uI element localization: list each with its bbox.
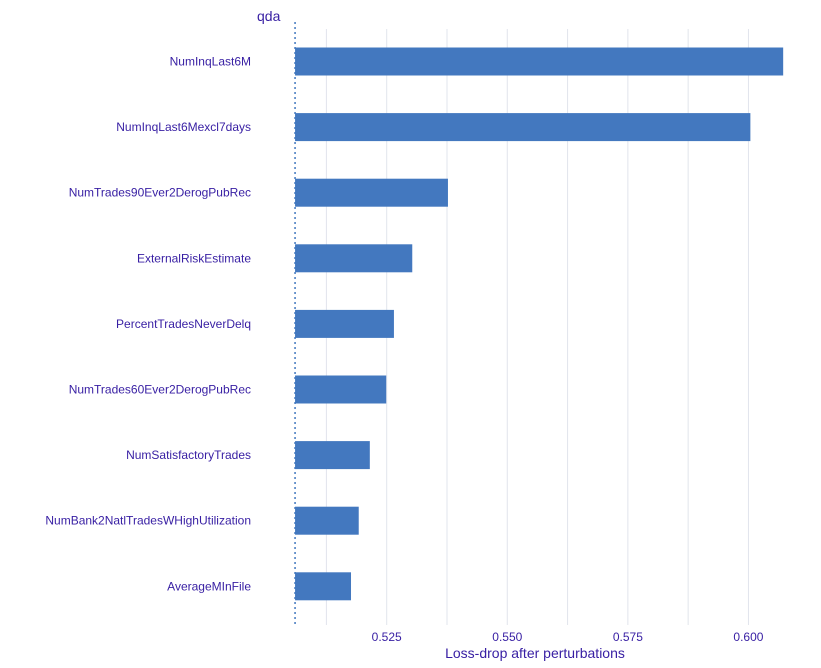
x-tick-label: 0.525 bbox=[372, 630, 402, 644]
bar bbox=[295, 375, 387, 404]
category-label: NumInqLast6M bbox=[170, 55, 251, 69]
category-label: ExternalRiskEstimate bbox=[137, 251, 251, 265]
bar bbox=[295, 309, 394, 338]
bar bbox=[295, 47, 784, 76]
bar bbox=[295, 572, 352, 601]
category-label: NumSatisfactoryTrades bbox=[126, 448, 251, 462]
bar bbox=[295, 506, 359, 535]
category-label: NumTrades90Ever2DerogPubRec bbox=[69, 186, 251, 200]
category-label: NumBank2NatlTradesWHighUtilization bbox=[45, 514, 251, 528]
bar bbox=[295, 244, 413, 273]
bar bbox=[295, 178, 448, 207]
x-axis-title: Loss-drop after perturbations bbox=[445, 645, 625, 661]
x-tick-label: 0.575 bbox=[613, 630, 643, 644]
category-label: PercentTradesNeverDelq bbox=[116, 317, 251, 331]
bar bbox=[295, 113, 751, 142]
x-tick-label: 0.600 bbox=[733, 630, 763, 644]
x-tick-label: 0.550 bbox=[492, 630, 522, 644]
category-labels: NumInqLast6M NumInqLast6Mexcl7days NumTrad… bbox=[45, 55, 251, 594]
category-label: AverageMInFile bbox=[167, 579, 251, 593]
bar bbox=[295, 441, 370, 470]
bars bbox=[295, 47, 784, 601]
x-tick-labels: 0.525 0.550 0.575 0.600 bbox=[372, 630, 764, 644]
category-label: NumInqLast6Mexcl7days bbox=[116, 120, 251, 134]
category-label: NumTrades60Ever2DerogPubRec bbox=[69, 383, 251, 397]
panel-title: qda bbox=[257, 8, 281, 24]
